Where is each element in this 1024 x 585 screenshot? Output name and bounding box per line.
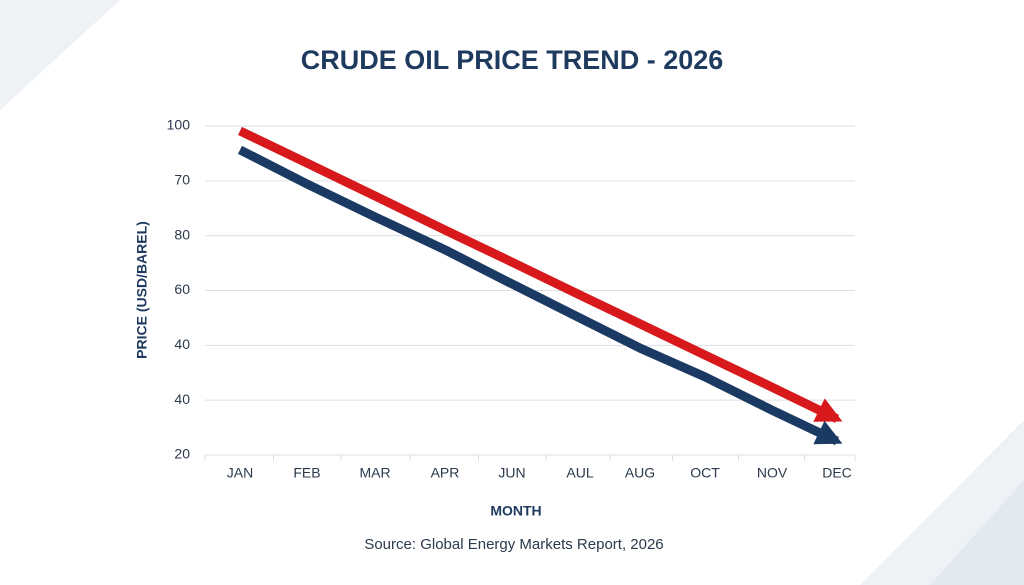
y-tick-label: 40 bbox=[174, 391, 190, 407]
x-tick-label: AUL bbox=[566, 465, 593, 481]
chart-title: CRUDE OIL PRICE TREND - 2026 bbox=[301, 45, 724, 75]
arrow-head bbox=[813, 398, 843, 422]
y-tick-label: 80 bbox=[174, 226, 190, 242]
x-tick-label: MAR bbox=[359, 465, 390, 481]
x-tick-label: DEC bbox=[822, 465, 852, 481]
y-tick-label: 100 bbox=[167, 117, 191, 133]
corner-decoration bbox=[0, 0, 120, 110]
source-note: Source: Global Energy Markets Report, 20… bbox=[364, 536, 663, 553]
y-tick-label: 20 bbox=[174, 446, 190, 462]
corner-decoration bbox=[930, 480, 1024, 585]
x-tick-label: OCT bbox=[690, 465, 720, 481]
x-tick-label: AUG bbox=[625, 465, 655, 481]
x-tick-label: FEB bbox=[293, 465, 320, 481]
x-axis-label: MONTH bbox=[490, 503, 541, 519]
y-tick-label: 40 bbox=[174, 336, 190, 352]
trend-line bbox=[237, 145, 839, 446]
y-axis-label: PRICE (USD/BAREL) bbox=[134, 221, 150, 359]
x-tick-label: JAN bbox=[227, 465, 253, 481]
y-tick-label: 70 bbox=[174, 172, 190, 188]
x-tick-label: APR bbox=[431, 465, 460, 481]
y-tick-label: 60 bbox=[174, 281, 190, 297]
x-tick-label: NOV bbox=[757, 465, 788, 481]
trend-line bbox=[238, 126, 839, 423]
x-tick-label: JUN bbox=[498, 465, 525, 481]
arrow-head bbox=[813, 420, 843, 445]
